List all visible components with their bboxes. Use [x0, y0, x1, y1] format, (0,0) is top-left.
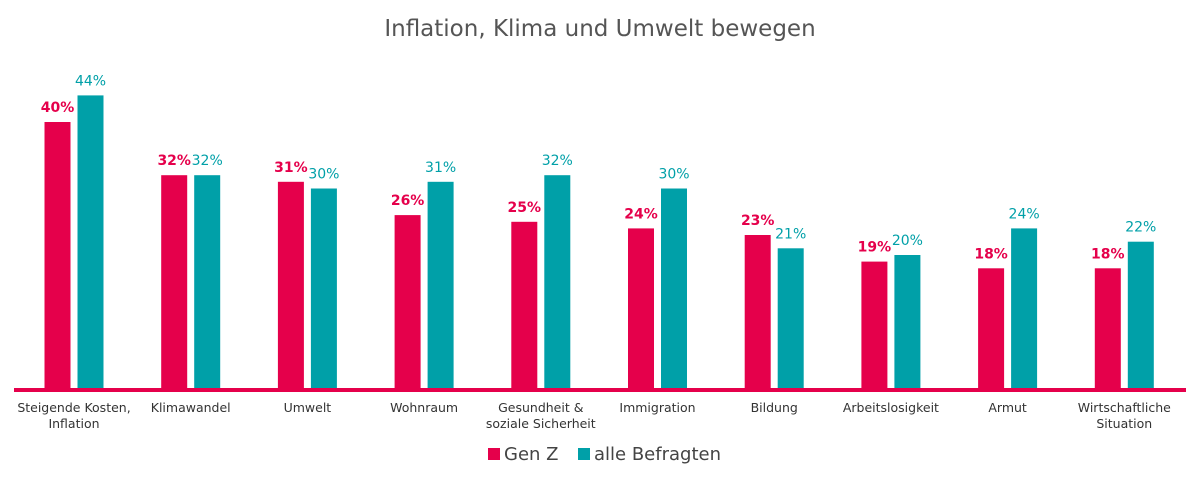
category-label-line: Klimawandel — [151, 400, 231, 415]
bar-gen-z-3 — [394, 215, 421, 388]
category-label-line: Situation — [1096, 416, 1152, 431]
bars-group — [44, 95, 1154, 389]
category-label-7: Arbeitslosigkeit — [843, 400, 939, 415]
bar-alle-befragten-3 — [427, 181, 454, 388]
value-label-gen-z-5: 24% — [624, 206, 658, 222]
value-label-gen-z-8: 18% — [974, 246, 1008, 262]
value-label-alle-befragten-5: 30% — [658, 167, 689, 183]
bar-alle-befragten-1 — [194, 175, 221, 388]
category-label-line: Immigration — [619, 400, 695, 415]
category-label-3: Wohnraum — [390, 400, 458, 415]
bar-alle-befragten-4 — [544, 175, 571, 388]
bar-gen-z-9 — [1094, 268, 1121, 388]
bar-gen-z-1 — [161, 175, 188, 388]
value-label-gen-z-1: 32% — [157, 153, 191, 169]
bar-gen-z-0 — [44, 122, 71, 388]
category-label-line: Wohnraum — [390, 400, 458, 415]
category-label-line: Steigende Kosten, — [17, 400, 130, 415]
category-label-9: Wirtschaftliche Situation — [1078, 400, 1171, 431]
legend-label-gen-z: Gen Z — [504, 444, 558, 465]
category-label-line: Umwelt — [284, 400, 332, 415]
value-label-gen-z-4: 25% — [508, 200, 542, 216]
legend-swatch-gen-z — [488, 448, 500, 460]
value-label-gen-z-0: 40% — [41, 100, 75, 116]
category-labels-group: Steigende Kosten, Inflation Klimawandel Umw… — [17, 400, 1171, 431]
bar-gen-z-6 — [744, 235, 771, 388]
category-label-line: Bildung — [751, 400, 798, 415]
value-label-alle-befragten-6: 21% — [775, 226, 806, 242]
legend: Gen Z alle Befragten — [488, 444, 721, 465]
value-label-gen-z-9: 18% — [1091, 246, 1125, 262]
value-label-alle-befragten-3: 31% — [425, 160, 456, 176]
category-label-1: Klimawandel — [151, 400, 231, 415]
bar-alle-befragten-2 — [310, 188, 337, 388]
bar-alle-befragten-7 — [894, 255, 921, 388]
category-label-6: Bildung — [751, 400, 798, 415]
category-label-line: soziale Sicherheit — [486, 416, 596, 431]
category-label-0: Steigende Kosten, Inflation — [17, 400, 130, 431]
value-label-alle-befragten-0: 44% — [75, 73, 106, 89]
value-label-gen-z-6: 23% — [741, 213, 775, 229]
value-label-gen-z-2: 31% — [274, 160, 308, 176]
value-label-alle-befragten-8: 24% — [1009, 206, 1040, 222]
bar-alle-befragten-8 — [1011, 228, 1038, 388]
bar-alle-befragten-0 — [77, 95, 104, 389]
value-label-alle-befragten-1: 32% — [192, 153, 223, 169]
category-label-line: Arbeitslosigkeit — [843, 400, 939, 415]
category-label-line: Inflation — [48, 416, 99, 431]
value-label-alle-befragten-7: 20% — [892, 233, 923, 249]
bar-gen-z-2 — [277, 181, 304, 388]
chart-title: Inflation, Klima und Umwelt bewegen — [384, 16, 815, 42]
category-label-line: Armut — [988, 400, 1027, 415]
bar-gen-z-5 — [628, 228, 654, 388]
value-label-gen-z-7: 19% — [858, 240, 892, 256]
category-label-line: Gesundheit & — [498, 400, 584, 415]
category-label-line: Wirtschaftliche — [1078, 400, 1171, 415]
category-label-2: Umwelt — [284, 400, 332, 415]
bar-gen-z-8 — [978, 268, 1005, 388]
category-label-5: Immigration — [619, 400, 695, 415]
value-labels-group: 40%44%32% 32% 31% 30%26%31%25%32%24%30%23%2… — [41, 73, 1157, 262]
bar-alle-befragten-9 — [1127, 241, 1154, 388]
bar-gen-z-4 — [511, 221, 538, 389]
bar-alle-befragten-6 — [777, 248, 804, 388]
value-label-gen-z-3: 26% — [391, 193, 425, 209]
legend-label-alle-befragten: alle Befragten — [594, 444, 721, 465]
category-label-8: Armut — [988, 400, 1027, 415]
category-label-4: Gesundheit & soziale Sicherheit — [486, 400, 596, 431]
legend-swatch-alle-befragten — [578, 448, 590, 460]
bar-alle-befragten-5 — [661, 188, 687, 388]
value-label-alle-befragten-4: 32% — [542, 153, 573, 169]
value-label-alle-befragten-2: 30% — [308, 167, 339, 183]
value-label-alle-befragten-9: 22% — [1125, 220, 1156, 236]
bar-gen-z-7 — [861, 261, 888, 388]
